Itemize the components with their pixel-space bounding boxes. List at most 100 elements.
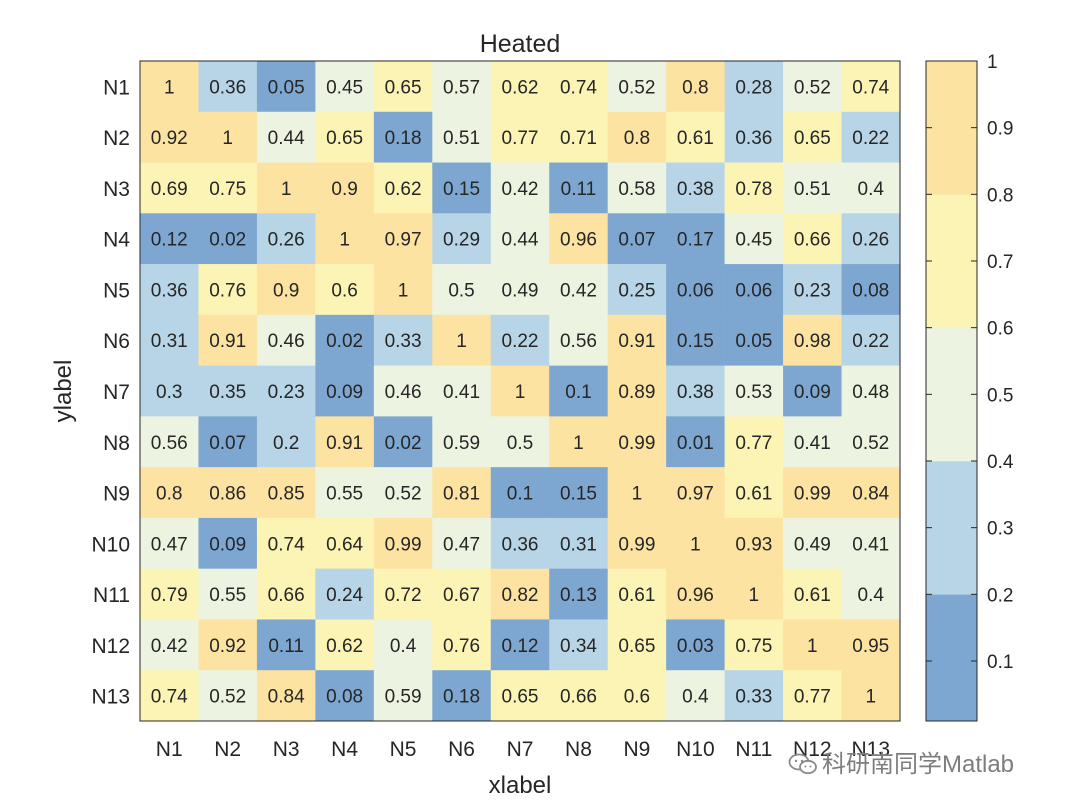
heatmap-cell bbox=[198, 162, 258, 214]
cell-value-label: 0.89 bbox=[618, 382, 655, 403]
heatmap-cell bbox=[315, 467, 375, 519]
cell-value-label: 0.44 bbox=[502, 230, 539, 251]
heatmap-cell bbox=[490, 619, 550, 671]
heatmap-cell bbox=[549, 162, 608, 214]
heatmap-cell bbox=[724, 213, 784, 265]
watermark-text: 科研南同学Matlab bbox=[822, 751, 1015, 778]
cell-value-label: 0.41 bbox=[443, 382, 480, 403]
cell-value-label: 0.84 bbox=[852, 484, 889, 505]
cell-value-label: 0.36 bbox=[151, 280, 188, 301]
cell-value-label: 0.5 bbox=[507, 433, 533, 454]
cell-value-label: 0.52 bbox=[385, 484, 422, 505]
heatmap-cell bbox=[607, 365, 667, 417]
cell-value-label: 0.52 bbox=[209, 687, 246, 708]
cell-value-label: 0.49 bbox=[794, 534, 831, 555]
cell-value-label: 0.01 bbox=[677, 433, 714, 454]
cell-value-label: 1 bbox=[865, 687, 876, 708]
heatmap-cell bbox=[490, 111, 550, 163]
x-tick-label: N1 bbox=[156, 738, 183, 761]
cell-value-label: 0.44 bbox=[268, 128, 305, 149]
heatmap-cell bbox=[315, 365, 375, 417]
heatmap-cell bbox=[140, 111, 199, 163]
heatmap-cell bbox=[198, 517, 258, 569]
heatmap-cell bbox=[841, 314, 901, 366]
heatmap-cell bbox=[256, 314, 316, 366]
cell-value-label: 0.77 bbox=[502, 128, 539, 149]
cell-value-label: 0.46 bbox=[385, 382, 422, 403]
heatmap-cell bbox=[490, 365, 550, 417]
heatmap-cell bbox=[724, 314, 784, 366]
heatmap-cell bbox=[724, 61, 784, 113]
cell-value-label: 1 bbox=[456, 331, 467, 352]
heatmap-cell bbox=[549, 111, 608, 163]
cell-value-label: 0.22 bbox=[502, 331, 539, 352]
cell-value-label: 0.65 bbox=[618, 636, 655, 657]
heatmap-cell bbox=[432, 517, 492, 569]
heatmap-cell bbox=[373, 264, 433, 316]
heatmap-cell bbox=[198, 467, 258, 519]
watermark: 科研南同学Matlab bbox=[788, 744, 1014, 779]
heatmap-cell bbox=[140, 467, 199, 519]
heatmap-cell bbox=[783, 670, 842, 722]
colorbar-segment bbox=[926, 61, 977, 195]
heatmap-cell bbox=[490, 416, 550, 468]
cell-value-label: 0.18 bbox=[443, 687, 480, 708]
heatmap-cell bbox=[724, 264, 784, 316]
heatmap-cell bbox=[490, 467, 550, 519]
heatmap-cell bbox=[256, 111, 316, 163]
cell-value-label: 0.56 bbox=[560, 331, 597, 352]
cell-value-label: 0.6 bbox=[624, 687, 650, 708]
cell-value-label: 0.56 bbox=[151, 433, 188, 454]
y-tick-label: N4 bbox=[103, 229, 130, 252]
heatmap-cell bbox=[140, 162, 199, 214]
cell-value-label: 0.99 bbox=[794, 484, 831, 505]
heatmap-cell bbox=[373, 314, 433, 366]
cell-value-label: 0.24 bbox=[326, 585, 363, 606]
heatmap-cell bbox=[432, 213, 492, 265]
heatmap-cell bbox=[256, 517, 316, 569]
heatmap-cell bbox=[198, 264, 258, 316]
heatmap-cell bbox=[490, 61, 550, 113]
heatmap-cell bbox=[549, 314, 608, 366]
colorbar-tick-label: 0.2 bbox=[987, 585, 1013, 606]
heatmap-cell bbox=[841, 61, 901, 113]
heatmap-cell bbox=[607, 213, 667, 265]
cell-value-label: 0.59 bbox=[443, 433, 480, 454]
heatmap-cell bbox=[315, 568, 375, 620]
cell-value-label: 0.26 bbox=[268, 230, 305, 251]
heatmap-cell bbox=[783, 416, 842, 468]
cell-value-label: 0.25 bbox=[618, 280, 655, 301]
x-tick-label: N9 bbox=[623, 738, 650, 761]
colorbar-tick-label: 0.4 bbox=[987, 452, 1014, 473]
heatmap-cell bbox=[315, 670, 375, 722]
heatmap-cell bbox=[490, 162, 550, 214]
cell-value-label: 0.76 bbox=[443, 636, 480, 657]
cell-value-label: 0.33 bbox=[735, 687, 772, 708]
heatmap-cell bbox=[724, 467, 784, 519]
cell-value-label: 0.06 bbox=[735, 280, 772, 301]
heatmap-cell bbox=[841, 416, 901, 468]
heatmap-cell bbox=[256, 264, 316, 316]
cell-value-label: 0.31 bbox=[151, 331, 188, 352]
cell-value-label: 0.38 bbox=[677, 179, 714, 200]
heatmap-cell bbox=[315, 162, 375, 214]
cell-value-label: 0.42 bbox=[151, 636, 188, 657]
cell-value-label: 0.78 bbox=[735, 179, 772, 200]
heatmap-cell bbox=[607, 467, 667, 519]
cell-value-label: 0.26 bbox=[852, 230, 889, 251]
cell-value-label: 0.29 bbox=[443, 230, 480, 251]
cell-value-label: 0.65 bbox=[794, 128, 831, 149]
cell-value-label: 0.79 bbox=[151, 585, 188, 606]
cell-value-label: 0.85 bbox=[268, 484, 305, 505]
cell-value-label: 1 bbox=[398, 280, 409, 301]
cell-value-label: 0.28 bbox=[735, 77, 772, 98]
cell-value-label: 0.02 bbox=[326, 331, 363, 352]
heatmap-cell bbox=[373, 619, 433, 671]
heatmap-cell bbox=[373, 517, 433, 569]
heatmap-cell bbox=[256, 162, 316, 214]
colorbar-tick-label: 0.8 bbox=[987, 185, 1013, 206]
heatmap-cell bbox=[666, 517, 725, 569]
cell-value-label: 0.51 bbox=[794, 179, 831, 200]
colorbar-tick-label: 0.7 bbox=[987, 252, 1013, 273]
heatmap-cell bbox=[140, 517, 199, 569]
